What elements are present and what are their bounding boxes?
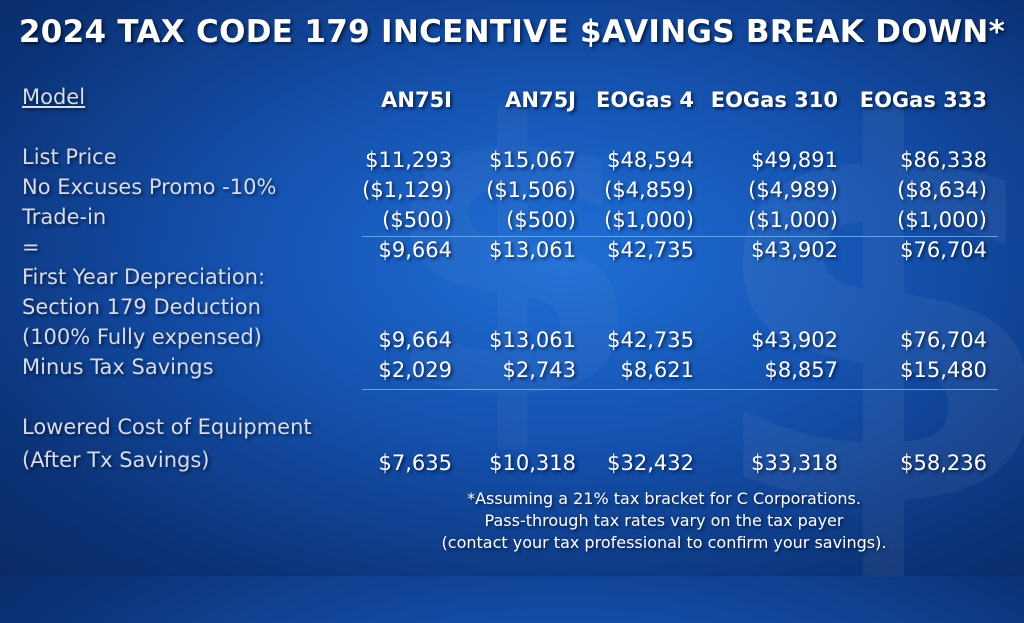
cell-promo: ($1,129): [362, 178, 452, 202]
footnote-line: Pass-through tax rates vary on the tax p…: [484, 511, 844, 530]
cell-trade-in: ($1,000): [897, 208, 987, 232]
cell-trade-in: ($500): [506, 208, 576, 232]
cell-trade-in: ($500): [382, 208, 452, 232]
cell-tax-savings: $8,857: [764, 358, 838, 382]
cell-trade-in: ($1,000): [604, 208, 694, 232]
cell-subtotal: $76,704: [900, 238, 987, 262]
cell-list-price: $15,067: [489, 148, 576, 172]
divider-line: [362, 236, 998, 237]
cell-tax-savings: $8,621: [620, 358, 694, 382]
footnote-line: (contact your tax professional to confir…: [441, 533, 887, 552]
cell-list-price: $48,594: [607, 148, 694, 172]
cell-lowered-cost: $58,236: [900, 451, 987, 475]
cell-promo: ($1,506): [486, 178, 576, 202]
label-equals: =: [22, 235, 40, 259]
cell-list-price: $49,891: [751, 148, 838, 172]
label-promo: No Excuses Promo -10%: [22, 175, 277, 199]
label-section-179: Section 179 Deduction: [22, 295, 261, 319]
cell-trade-in: ($1,000): [748, 208, 838, 232]
footnote: *Assuming a 21% tax bracket for C Corpor…: [440, 488, 888, 554]
page-title: 2024 TAX CODE 179 INCENTIVE $AVINGS BREA…: [18, 14, 1006, 50]
divider-line: [362, 389, 998, 390]
label-minus-tax-savings: Minus Tax Savings: [22, 355, 214, 379]
label-list-price: List Price: [22, 145, 117, 169]
cell-tax-savings: $2,029: [378, 358, 452, 382]
label-first-year-depreciation: First Year Depreciation:: [22, 265, 266, 289]
column-header-model: EOGas 333: [859, 88, 987, 112]
cell-subtotal: $13,061: [489, 238, 576, 262]
cell-subtotal: $43,902: [751, 238, 838, 262]
cell-promo: ($4,989): [748, 178, 838, 202]
cell-list-price: $11,293: [365, 148, 452, 172]
column-header-model: EOGas 4: [595, 88, 694, 112]
label-fully-expensed: (100% Fully expensed): [22, 325, 262, 349]
footnote-line: *Assuming a 21% tax bracket for C Corpor…: [467, 489, 861, 508]
cell-section-179-deduction: $13,061: [489, 328, 576, 352]
column-header-model: AN75J: [505, 88, 576, 112]
cell-tax-savings: $15,480: [900, 358, 987, 382]
cell-promo: ($4,859): [604, 178, 694, 202]
label-trade-in: Trade-in: [22, 205, 107, 229]
label-lowered-cost: Lowered Cost of Equipment: [22, 415, 312, 439]
cell-subtotal: $9,664: [378, 238, 452, 262]
cell-lowered-cost: $33,318: [751, 451, 838, 475]
cell-lowered-cost: $32,432: [607, 451, 694, 475]
cell-tax-savings: $2,743: [502, 358, 576, 382]
cell-section-179-deduction: $9,664: [378, 328, 452, 352]
cell-section-179-deduction: $76,704: [900, 328, 987, 352]
label-model: Model: [22, 85, 86, 109]
cell-section-179-deduction: $42,735: [607, 328, 694, 352]
cell-lowered-cost: $10,318: [489, 451, 576, 475]
column-header-model: EOGas 310: [710, 88, 838, 112]
cell-list-price: $86,338: [900, 148, 987, 172]
cell-subtotal: $42,735: [607, 238, 694, 262]
cell-lowered-cost: $7,635: [378, 451, 452, 475]
cell-section-179-deduction: $43,902: [751, 328, 838, 352]
column-header-model: AN75I: [381, 88, 452, 112]
label-after-tx-savings: (After Tx Savings): [22, 448, 210, 472]
cell-promo: ($8,634): [897, 178, 987, 202]
